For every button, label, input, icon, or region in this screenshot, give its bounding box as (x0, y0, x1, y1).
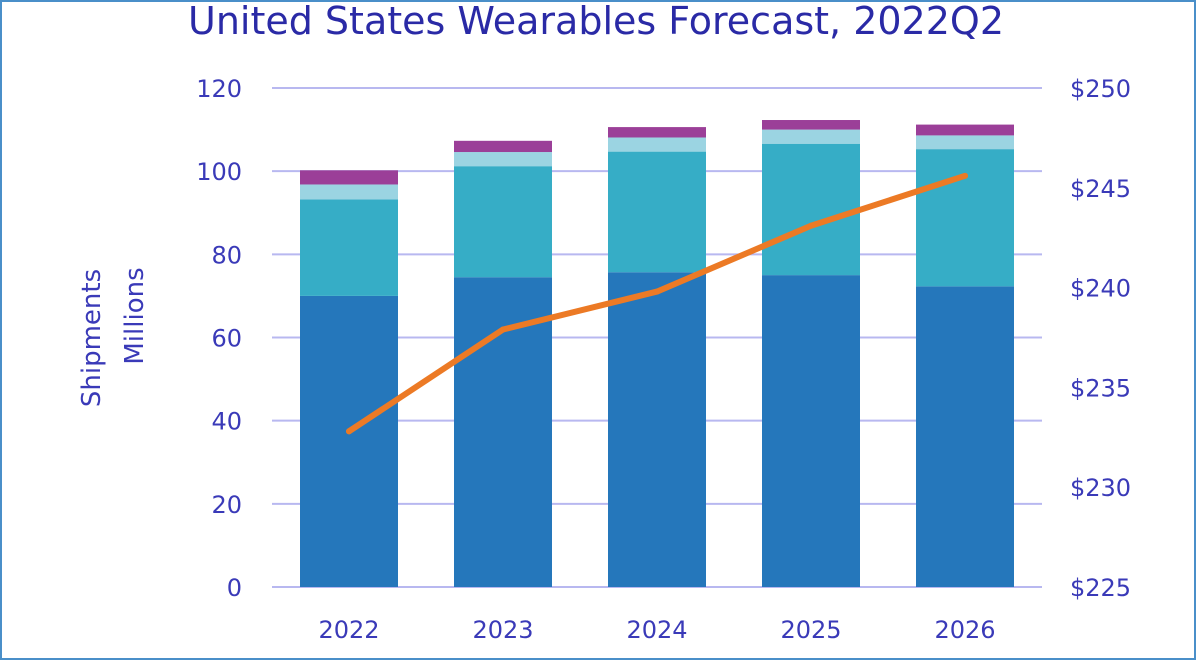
bar-segment (300, 295, 398, 587)
bar-segment (608, 272, 706, 587)
y-axis-title-line-2: Millions (120, 267, 150, 364)
price-point (654, 288, 660, 295)
gridlines (272, 87, 1042, 588)
y-tick-label: 120 (196, 75, 242, 103)
bar-segment (916, 135, 1014, 150)
bar-segment (608, 137, 706, 152)
bar-segment (300, 199, 398, 296)
y-tick-label: 80 (211, 241, 242, 269)
price-line-group (346, 172, 968, 435)
bar-segment (454, 140, 552, 153)
bar-segment (762, 120, 860, 130)
y2-tick-label: $235 (1070, 374, 1131, 402)
bar-segment (454, 166, 552, 278)
bar-segment (454, 152, 552, 167)
price-point (962, 172, 968, 179)
bar-segment (916, 124, 1014, 136)
y-tick-label: 40 (211, 408, 242, 436)
bar-segment (762, 143, 860, 276)
y-axis-title: Shipments Millions (77, 267, 150, 407)
x-tick-label: 2022 (318, 616, 379, 640)
price-point (500, 326, 506, 333)
y2-tick-label: $245 (1070, 175, 1131, 203)
y-tick-label: 100 (196, 158, 242, 186)
x-tick-label: 2026 (934, 616, 995, 640)
bar-segment (762, 275, 860, 587)
price-point (808, 222, 814, 229)
y-tick-label: 60 (211, 325, 242, 353)
y2-tick-label: $225 (1070, 574, 1131, 602)
bar-segment (916, 149, 1014, 287)
x-axis: 2022 2023 2024 2025 2026 (318, 616, 995, 640)
x-tick-label: 2024 (626, 616, 687, 640)
y2-tick-label: $230 (1070, 474, 1131, 502)
x-tick-label: 2023 (472, 616, 533, 640)
y-axis-left: 0 20 40 60 80 100 120 (196, 75, 242, 602)
x-tick-label: 2025 (780, 616, 841, 640)
bar-segment (300, 184, 398, 200)
bar-segment (608, 127, 706, 138)
bar-segment (762, 129, 860, 144)
y-axis-right: $225 $230 $235 $240 $245 $250 (1070, 75, 1131, 602)
y2-tick-label: $240 (1070, 275, 1131, 303)
chart-title: United States Wearables Forecast, 2022Q2 (188, 0, 1004, 43)
bar-segment (916, 286, 1014, 587)
y-axis-title-line-1: Shipments (77, 269, 107, 407)
y-tick-label: 20 (211, 491, 242, 519)
bar-group (300, 120, 1014, 587)
y2-tick-label: $250 (1070, 75, 1131, 103)
chart-canvas: United States Wearables Forecast, 2022Q2… (77, 0, 1131, 640)
bar-segment (300, 170, 398, 185)
price-point (346, 428, 352, 435)
bar-segment (608, 151, 706, 273)
y-tick-label: 0 (227, 574, 242, 602)
